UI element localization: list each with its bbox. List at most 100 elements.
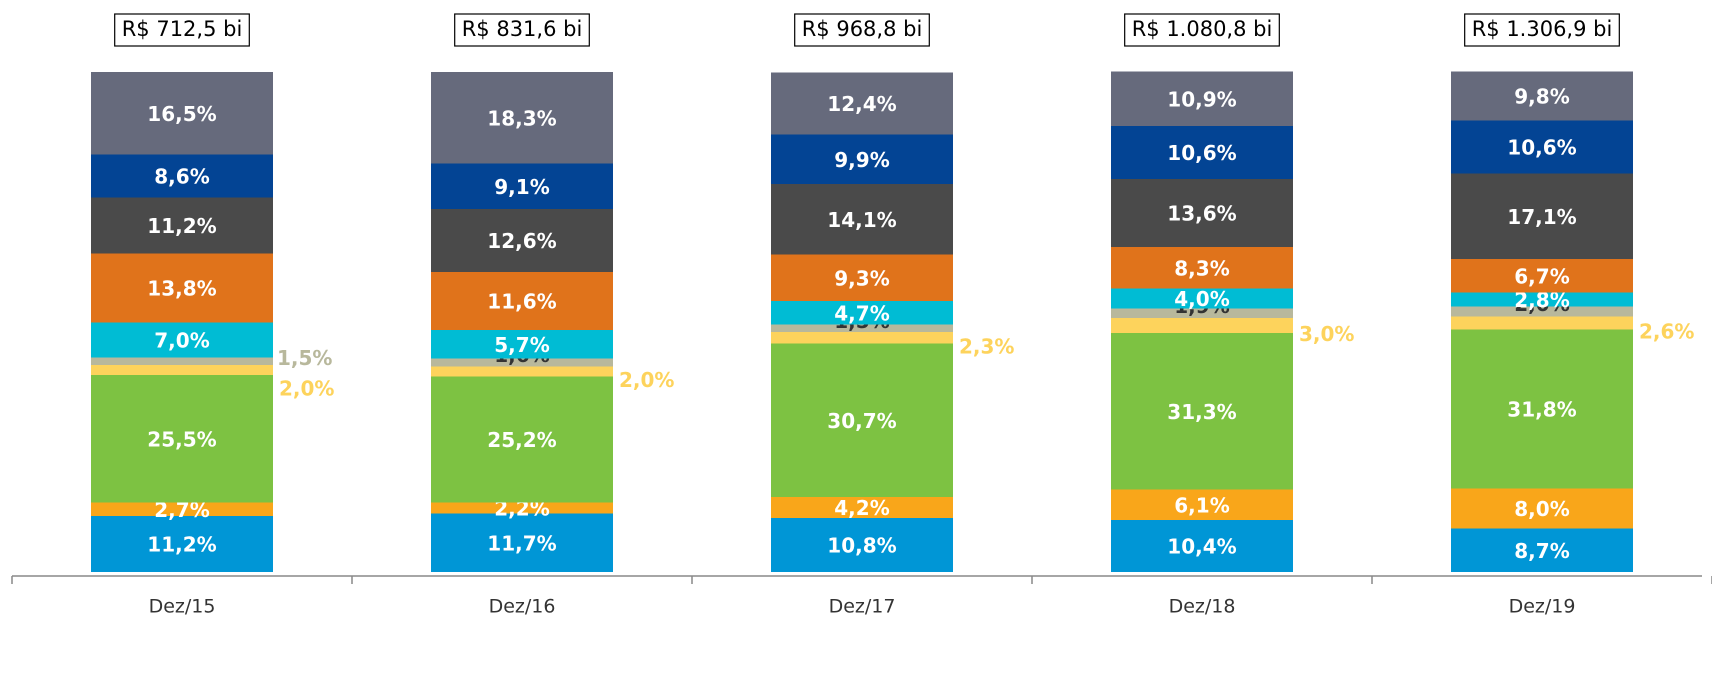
value-label: 13,6%: [1167, 202, 1236, 226]
bar-segment: [91, 197, 273, 254]
total-label: R$ 831,6 bi: [462, 17, 583, 41]
value-label: 17,1%: [1507, 205, 1576, 229]
bar-segment: [431, 366, 613, 377]
total-label: R$ 712,5 bi: [122, 17, 243, 41]
value-label: 6,1%: [1174, 493, 1229, 517]
bar-segment: [91, 357, 273, 365]
bar-segment: [771, 184, 953, 255]
bar-segment: [91, 516, 273, 572]
bar-segment: [771, 324, 953, 332]
total-box: [1124, 13, 1280, 47]
bar-segment: [1451, 120, 1633, 174]
value-label: 10,4%: [1167, 535, 1236, 559]
value-label: 7,0%: [154, 329, 209, 353]
value-label: 12,4%: [827, 92, 896, 116]
bar-segment: [1451, 329, 1633, 489]
bar-segment: [431, 330, 613, 359]
bar-segment: [431, 376, 613, 503]
bar-segment: [1451, 173, 1633, 259]
bar-segment: [1451, 259, 1633, 293]
value-label: 6,7%: [1514, 264, 1569, 288]
value-label: 9,9%: [834, 148, 889, 172]
value-label: 18,3%: [487, 106, 556, 130]
bar-segment: [91, 322, 273, 358]
value-label: 10,6%: [1167, 141, 1236, 165]
bar-segment: [1111, 520, 1293, 572]
bar-segment: [771, 301, 953, 325]
value-label: 30,7%: [827, 409, 896, 433]
bar-segment: [91, 154, 273, 198]
value-label: 4,2%: [834, 496, 889, 520]
value-label: 9,8%: [1514, 85, 1569, 109]
bar-segment: [1111, 489, 1293, 520]
bar-segment: [91, 253, 273, 323]
value-label: 10,8%: [827, 534, 896, 558]
total-box: [794, 13, 930, 47]
value-label: 16,5%: [147, 102, 216, 126]
total-box: [1464, 13, 1620, 47]
bar-segment: [771, 343, 953, 497]
bar-segment: [431, 272, 613, 330]
value-label: 9,3%: [834, 266, 889, 290]
total-box: [114, 13, 250, 47]
bar-segment: [91, 365, 273, 375]
value-label: 2,0%: [619, 368, 674, 392]
bar-segment: [771, 72, 953, 135]
x-tick-label: Dez/18: [1169, 596, 1236, 618]
value-label: 8,6%: [154, 165, 209, 189]
bar-segment: [771, 254, 953, 301]
value-label: 2,3%: [959, 334, 1014, 358]
bar-segment: [431, 72, 613, 164]
bar-segment: [1111, 308, 1293, 318]
bar-segment: [1111, 126, 1293, 179]
value-label: 8,0%: [1514, 497, 1569, 521]
value-label: 31,8%: [1507, 398, 1576, 422]
value-label: 12,6%: [487, 229, 556, 253]
bar-segment: [91, 375, 273, 503]
value-label: 11,7%: [487, 531, 556, 555]
bar-segment: [1111, 247, 1293, 289]
value-label: 14,1%: [827, 208, 896, 232]
bar-segment: [91, 72, 273, 155]
value-label: 25,2%: [487, 428, 556, 452]
value-label: 8,3%: [1174, 256, 1229, 280]
bar-segment: [1111, 288, 1293, 309]
bar-segment: [1451, 316, 1633, 330]
value-label: 11,6%: [487, 290, 556, 314]
bar-segment: [1451, 71, 1633, 121]
bar-segment: [1111, 333, 1293, 490]
value-label: 9,1%: [494, 175, 549, 199]
bar-segment: [1451, 488, 1633, 529]
bar-segment: [1451, 306, 1633, 317]
bar-segment: [1451, 528, 1633, 572]
total-label: R$ 1.080,8 bi: [1132, 17, 1273, 41]
bar-segment: [431, 513, 613, 572]
value-label: 8,7%: [1514, 539, 1569, 563]
value-label: 31,3%: [1167, 400, 1236, 424]
value-label: 1,5%: [277, 346, 332, 370]
x-tick-label: Dez/16: [489, 596, 556, 618]
bar-segment: [431, 502, 613, 514]
bar-segment: [1111, 71, 1293, 126]
value-label: 11,2%: [147, 533, 216, 557]
value-label: 10,9%: [1167, 87, 1236, 111]
value-label: 11,2%: [147, 214, 216, 238]
bar-segment: [1451, 292, 1633, 307]
x-tick-label: Dez/19: [1509, 596, 1576, 618]
total-box: [454, 13, 590, 47]
bar-segment: [1111, 318, 1293, 333]
bar-segment: [91, 502, 273, 516]
value-label: 4,7%: [834, 301, 889, 325]
value-label: 5,7%: [494, 333, 549, 357]
bar-segment: [431, 163, 613, 209]
total-label: R$ 968,8 bi: [802, 17, 923, 41]
value-label: 10,6%: [1507, 136, 1576, 160]
value-label: 2,6%: [1639, 320, 1694, 344]
bar-segment: [431, 209, 613, 272]
value-label: 13,8%: [147, 277, 216, 301]
value-label: 3,0%: [1299, 322, 1354, 346]
bar-segment: [1111, 179, 1293, 247]
bar-segment: [771, 518, 953, 572]
value-label: 25,5%: [147, 427, 216, 451]
